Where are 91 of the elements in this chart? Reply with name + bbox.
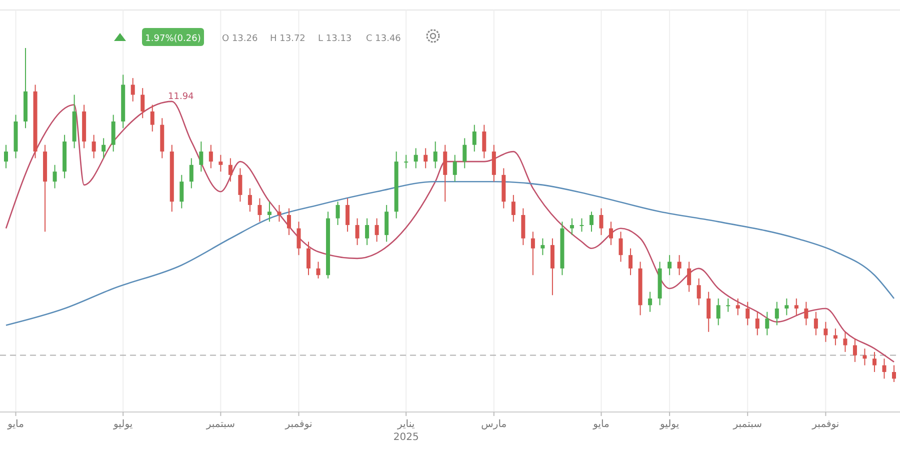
candlestick xyxy=(492,144,496,182)
candlestick xyxy=(92,134,96,159)
candlestick xyxy=(384,204,389,242)
candlestick xyxy=(530,231,535,276)
candlestick xyxy=(180,174,184,209)
x-tick-label: نوفمبر xyxy=(284,419,312,430)
candlestick xyxy=(228,158,232,182)
annotation: 11.94 xyxy=(168,92,194,102)
candlestick xyxy=(862,348,867,366)
x-tick-label: مارس xyxy=(481,419,507,430)
candlestick xyxy=(599,208,604,236)
candlestick xyxy=(316,261,320,279)
candlestick xyxy=(882,358,886,380)
candlestick xyxy=(452,154,457,182)
candlestick xyxy=(589,211,594,232)
candlestick xyxy=(580,218,584,232)
candlestick xyxy=(355,218,360,246)
candlestick xyxy=(111,114,116,152)
candlestick xyxy=(140,88,145,119)
candlestick xyxy=(609,221,614,246)
candlestick xyxy=(746,301,750,326)
candlestick xyxy=(677,254,682,276)
candlestick xyxy=(892,364,896,382)
candlestick xyxy=(258,198,262,222)
x-tick-label: مايو xyxy=(6,419,24,430)
candlestick xyxy=(482,124,486,159)
candlestick xyxy=(716,298,720,326)
candlestick xyxy=(755,311,760,336)
candlestick xyxy=(687,261,692,292)
candlestick xyxy=(784,298,789,316)
candlestick xyxy=(296,221,301,256)
candlestick xyxy=(628,248,633,276)
candlestick xyxy=(872,351,876,372)
candlestick xyxy=(286,208,291,236)
candlestick xyxy=(424,148,428,169)
candlestick xyxy=(765,311,770,336)
candlestick xyxy=(4,144,8,169)
candlestick xyxy=(540,238,545,256)
candlestick xyxy=(618,231,623,262)
candlestick xyxy=(374,218,379,242)
candlestick xyxy=(404,154,408,169)
candlestick xyxy=(852,338,857,362)
candlestick xyxy=(238,168,242,202)
candlestick xyxy=(814,311,818,336)
candlestick xyxy=(267,201,272,222)
candlestick xyxy=(199,141,204,172)
candlestick xyxy=(130,78,135,102)
text: C 13.46 xyxy=(366,34,402,44)
candlestick xyxy=(346,198,350,232)
candlestick xyxy=(706,291,711,332)
candlestick xyxy=(248,188,252,212)
candlestick xyxy=(306,241,311,276)
text: 1.97%(0.26) xyxy=(145,34,201,44)
x-tick-label: سبتمبر xyxy=(732,419,762,430)
x-tick-label: يوليو xyxy=(658,419,680,430)
x-tick-label: نوفمبر xyxy=(811,419,840,430)
candlestick xyxy=(648,291,652,312)
candlestick xyxy=(189,158,194,189)
candlestick xyxy=(774,301,779,326)
candlestick xyxy=(462,138,467,169)
candlestick xyxy=(208,144,213,169)
candlestick xyxy=(414,148,418,169)
candlestick xyxy=(794,298,798,316)
candlestick xyxy=(668,254,672,276)
candlestick xyxy=(804,301,808,326)
candlestick xyxy=(833,328,838,346)
candlestick xyxy=(277,204,282,222)
candlestick xyxy=(824,321,828,342)
candlestick xyxy=(736,298,740,316)
text: O 13.26 xyxy=(222,34,258,44)
text: L 13.13 xyxy=(318,34,352,44)
x-tick-label: مايو xyxy=(592,419,610,430)
candlestick xyxy=(365,218,370,246)
candlestick xyxy=(696,278,701,306)
candlestick xyxy=(336,201,340,226)
candlestick xyxy=(218,154,223,172)
candlestick xyxy=(726,298,730,312)
candlestick xyxy=(843,331,848,352)
candlestick xyxy=(570,218,574,236)
candlestick xyxy=(52,164,57,189)
x-tick-label: سبتمبر xyxy=(205,419,236,430)
candlestick xyxy=(511,194,516,222)
candlestick xyxy=(433,141,438,169)
candlestick xyxy=(521,208,526,246)
text: H 13.72 xyxy=(270,34,306,44)
candlestick xyxy=(102,138,106,159)
candlestick xyxy=(550,238,554,296)
x-tick-label: يوليو xyxy=(112,419,133,430)
candlestick xyxy=(150,104,154,132)
candlestick xyxy=(472,124,476,152)
candlestick xyxy=(443,144,448,202)
